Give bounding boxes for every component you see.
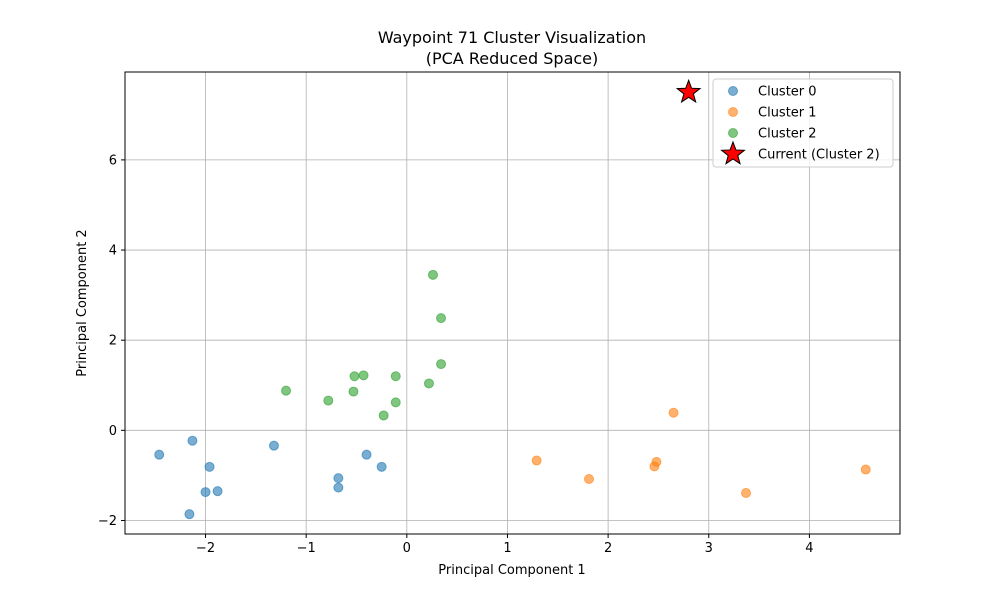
data-point	[436, 313, 447, 324]
legend-label: Cluster 0	[758, 85, 817, 100]
x-tick-label: 0	[403, 541, 411, 556]
data-point	[200, 487, 211, 498]
legend-marker	[720, 140, 746, 165]
data-point	[390, 371, 401, 382]
data-point	[154, 449, 165, 460]
x-tick-label: 3	[705, 541, 713, 556]
y-tick-label: 6	[109, 153, 117, 168]
y-tick-label: 2	[109, 334, 117, 349]
x-tick-label: 1	[503, 541, 511, 556]
series-3	[675, 78, 702, 104]
chart-subtitle: (PCA Reduced Space)	[426, 49, 599, 68]
legend-marker	[728, 107, 738, 117]
legend-marker	[728, 128, 738, 138]
data-point	[333, 482, 344, 493]
legend-label: Current (Cluster 2)	[758, 148, 880, 163]
series-0	[154, 435, 387, 520]
axis-ticks: −2 −1 0 1 2 3 4 −2 0 2 4 6	[98, 153, 814, 556]
data-point	[668, 407, 679, 418]
series-2	[281, 269, 447, 421]
data-point	[349, 371, 360, 382]
legend: Cluster 0 Cluster 1 Cluster 2 Current (Clus…	[712, 78, 894, 168]
data-point	[423, 378, 434, 389]
chart-title: Waypoint 71 Cluster Visualization	[378, 28, 646, 47]
data-points	[154, 78, 871, 520]
legend-label: Cluster 1	[758, 106, 817, 121]
x-tick-label: 2	[604, 541, 612, 556]
data-point	[583, 474, 594, 485]
series-1	[531, 407, 871, 498]
data-point	[860, 464, 871, 475]
data-point	[184, 509, 195, 520]
current-point-star	[675, 78, 702, 104]
data-point	[531, 455, 542, 466]
data-point	[358, 370, 369, 381]
y-axis-label: Principal Component 2	[75, 229, 90, 376]
data-point	[378, 410, 389, 421]
y-tick-label: 0	[109, 424, 117, 439]
data-point	[323, 395, 334, 406]
data-point	[651, 456, 662, 467]
grid-lines	[125, 72, 900, 534]
data-point	[348, 386, 359, 397]
x-axis-label: Principal Component 1	[438, 563, 585, 578]
data-point	[187, 435, 198, 446]
legend-marker	[728, 86, 738, 96]
data-point	[333, 473, 344, 484]
data-point	[436, 359, 447, 370]
y-tick-label: 4	[109, 244, 117, 259]
x-tick-label: 4	[805, 541, 813, 556]
legend-box	[712, 78, 894, 168]
data-point	[361, 449, 372, 460]
x-tick-label: −2	[196, 541, 215, 556]
plot-frame	[124, 71, 901, 535]
legend-label: Cluster 2	[758, 127, 817, 142]
data-point	[376, 461, 387, 472]
data-point	[204, 461, 215, 472]
data-point	[268, 440, 279, 451]
data-point	[427, 269, 438, 280]
x-tick-label: −1	[297, 541, 316, 556]
y-tick-label: −2	[98, 514, 117, 529]
data-point	[741, 487, 752, 498]
data-point	[281, 385, 292, 396]
data-point	[212, 486, 223, 497]
data-point	[390, 397, 401, 408]
